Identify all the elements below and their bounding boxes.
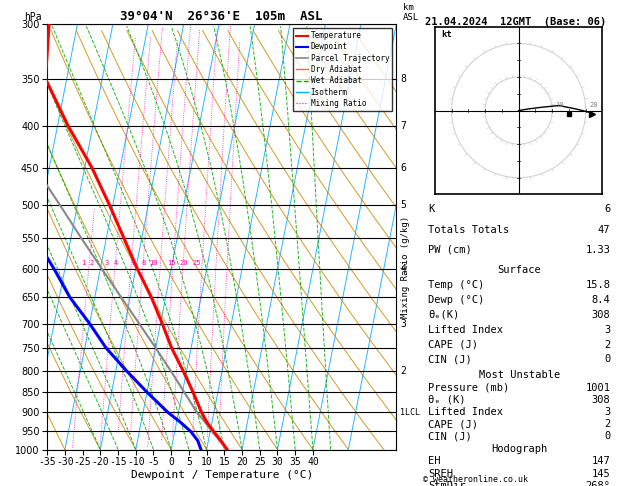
Text: K: K [428,205,435,214]
Text: Lifted Index: Lifted Index [428,325,503,335]
Text: 47: 47 [598,225,610,235]
Text: 3: 3 [401,318,406,329]
Text: Hodograph: Hodograph [491,444,547,453]
Text: Totals Totals: Totals Totals [428,225,509,235]
Text: 1.33: 1.33 [586,245,610,255]
Text: 2: 2 [89,260,93,266]
Text: kt: kt [442,30,452,39]
Text: 8: 8 [142,260,146,266]
Text: 1: 1 [82,260,86,266]
Text: 2: 2 [604,419,610,429]
Text: CAPE (J): CAPE (J) [428,419,478,429]
Text: PW (cm): PW (cm) [428,245,472,255]
Text: 10: 10 [555,102,564,108]
Text: km
ASL: km ASL [403,3,420,22]
Legend: Temperature, Dewpoint, Parcel Trajectory, Dry Adiabat, Wet Adiabat, Isotherm, Mi: Temperature, Dewpoint, Parcel Trajectory… [293,28,392,111]
Text: Temp (°C): Temp (°C) [428,280,484,290]
Text: © weatheronline.co.uk: © weatheronline.co.uk [423,474,528,484]
Text: 20: 20 [589,102,598,108]
Text: θₑ (K): θₑ (K) [428,395,465,405]
X-axis label: Dewpoint / Temperature (°C): Dewpoint / Temperature (°C) [131,470,313,480]
Text: EH: EH [428,456,440,466]
Text: Mixing Ratio (g/kg): Mixing Ratio (g/kg) [401,216,410,318]
Text: Dewp (°C): Dewp (°C) [428,295,484,305]
Text: Pressure (mb): Pressure (mb) [428,382,509,393]
Text: 25: 25 [192,260,201,266]
Text: 15: 15 [167,260,175,266]
Text: Lifted Index: Lifted Index [428,407,503,417]
Text: 6: 6 [401,162,406,173]
Text: 4: 4 [401,264,406,274]
Text: 2: 2 [401,366,406,376]
Text: 145: 145 [592,469,610,479]
Text: 2: 2 [604,340,610,349]
Text: 268°: 268° [586,482,610,486]
Text: 3: 3 [604,325,610,335]
Text: 10: 10 [150,260,158,266]
Text: Surface: Surface [498,265,541,275]
Text: 7: 7 [401,121,406,131]
Text: 1LCL: 1LCL [401,408,420,417]
Text: SREH: SREH [428,469,453,479]
Text: 5: 5 [401,200,406,210]
Text: CAPE (J): CAPE (J) [428,340,478,349]
Text: 8.4: 8.4 [592,295,610,305]
Text: 308: 308 [592,310,610,320]
Text: 147: 147 [592,456,610,466]
Text: 6: 6 [131,260,136,266]
Text: 4: 4 [114,260,118,266]
Text: 0: 0 [604,431,610,441]
Text: CIN (J): CIN (J) [428,354,472,364]
Text: CIN (J): CIN (J) [428,431,472,441]
Text: 6: 6 [604,205,610,214]
Text: 1001: 1001 [586,382,610,393]
Text: Most Unstable: Most Unstable [479,370,560,381]
Text: 308: 308 [592,395,610,405]
Text: 3: 3 [104,260,108,266]
Text: 21.04.2024  12GMT  (Base: 06): 21.04.2024 12GMT (Base: 06) [425,17,606,27]
Text: θₑ(K): θₑ(K) [428,310,459,320]
Text: 0: 0 [604,354,610,364]
Text: StmDir: StmDir [428,482,465,486]
Text: 15.8: 15.8 [586,280,610,290]
Text: 8: 8 [401,74,406,84]
Text: 20: 20 [180,260,188,266]
Text: 3: 3 [604,407,610,417]
Title: 39°04'N  26°36'E  105m  ASL: 39°04'N 26°36'E 105m ASL [121,10,323,23]
Text: hPa: hPa [25,12,42,22]
